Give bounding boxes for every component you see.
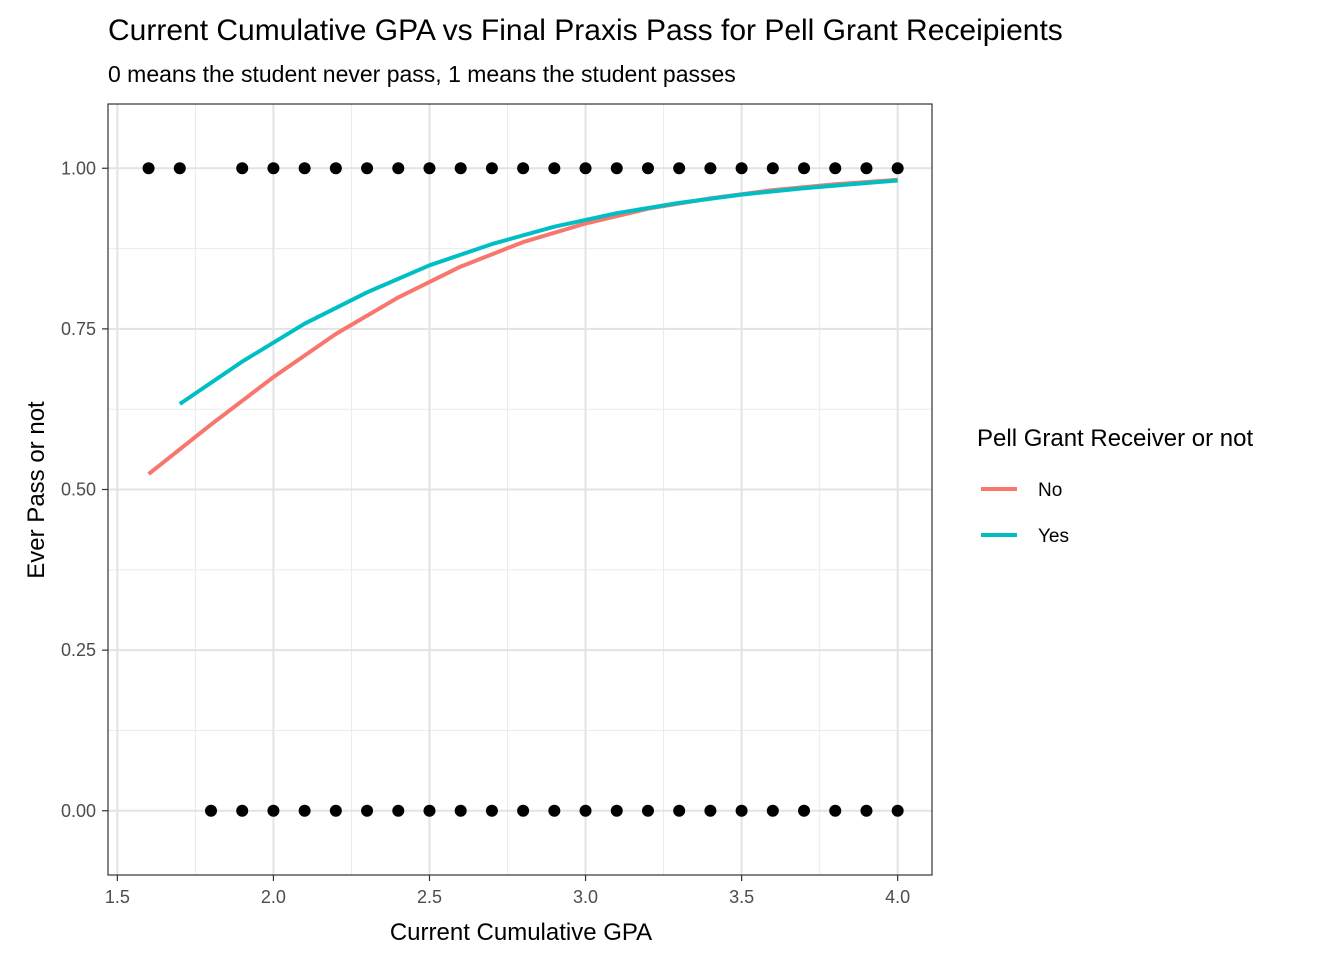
- y-tick-label: 0.75: [61, 319, 96, 339]
- x-tick-label: 2.0: [261, 887, 286, 907]
- legend-label-yes: Yes: [1038, 526, 1069, 547]
- y-tick-label: 0.00: [61, 801, 96, 821]
- x-tick-label: 3.5: [729, 887, 754, 907]
- data-point: [860, 804, 873, 817]
- data-point: [423, 162, 436, 175]
- data-point: [673, 162, 686, 175]
- data-point: [798, 804, 811, 817]
- data-point: [579, 162, 592, 175]
- chart-title: Current Cumulative GPA vs Final Praxis P…: [108, 14, 1063, 47]
- data-point: [236, 804, 249, 817]
- data-point: [329, 804, 342, 817]
- x-tick-label: 4.0: [885, 887, 910, 907]
- data-point: [829, 804, 842, 817]
- data-point: [579, 804, 592, 817]
- data-point: [610, 162, 623, 175]
- data-point: [735, 162, 748, 175]
- y-axis-title: Ever Pass or not: [23, 401, 50, 579]
- data-point: [298, 804, 311, 817]
- data-point: [860, 162, 873, 175]
- data-point: [517, 162, 530, 175]
- data-point: [392, 804, 405, 817]
- series-line-yes: [178, 178, 898, 406]
- data-point: [173, 162, 186, 175]
- data-point: [392, 162, 405, 175]
- data-point: [205, 804, 217, 817]
- y-tick-label: 0.50: [61, 480, 96, 500]
- data-point: [267, 162, 280, 175]
- legend-title: Pell Grant Receiver or not: [977, 425, 1253, 452]
- data-point: [454, 162, 467, 175]
- legend-label-no: No: [1038, 480, 1062, 501]
- data-point: [236, 162, 249, 175]
- data-point: [704, 804, 717, 817]
- data-point: [361, 162, 374, 175]
- x-tick-label: 2.5: [417, 887, 442, 907]
- data-point: [610, 804, 623, 817]
- y-tick-label: 1.00: [61, 158, 96, 178]
- x-tick-label: 3.0: [573, 887, 598, 907]
- data-point: [454, 804, 467, 817]
- data-point: [517, 804, 530, 817]
- data-point: [485, 804, 498, 817]
- data-point: [766, 162, 779, 175]
- data-point: [548, 804, 561, 817]
- x-tick-label: 1.5: [105, 887, 130, 907]
- x-axis-title: Current Cumulative GPA: [390, 919, 652, 946]
- data-point: [142, 162, 155, 175]
- data-point: [829, 162, 842, 175]
- data-point: [298, 162, 311, 175]
- data-point: [798, 162, 811, 175]
- data-point: [485, 162, 498, 175]
- y-tick-label: 0.25: [61, 640, 96, 660]
- data-point: [735, 804, 748, 817]
- data-point: [267, 804, 280, 817]
- data-point: [361, 804, 374, 817]
- data-point: [329, 162, 342, 175]
- data-point: [766, 804, 779, 817]
- legend: Pell Grant Receiver or not No Yes: [977, 425, 1253, 547]
- data-point: [891, 162, 904, 175]
- data-point: [673, 804, 686, 817]
- data-point: [423, 804, 436, 817]
- plot-panel: 1.5 2.0 2.5 3.0 3.5 4.0 0.00 0.25 0.50 0.75 1.00: [61, 103, 933, 907]
- data-point: [704, 162, 717, 175]
- chart-subtitle: 0 means the student never pass, 1 means …: [108, 61, 736, 87]
- data-point: [548, 162, 561, 175]
- data-point: [641, 162, 654, 175]
- data-point: [641, 804, 654, 817]
- data-point: [891, 804, 904, 817]
